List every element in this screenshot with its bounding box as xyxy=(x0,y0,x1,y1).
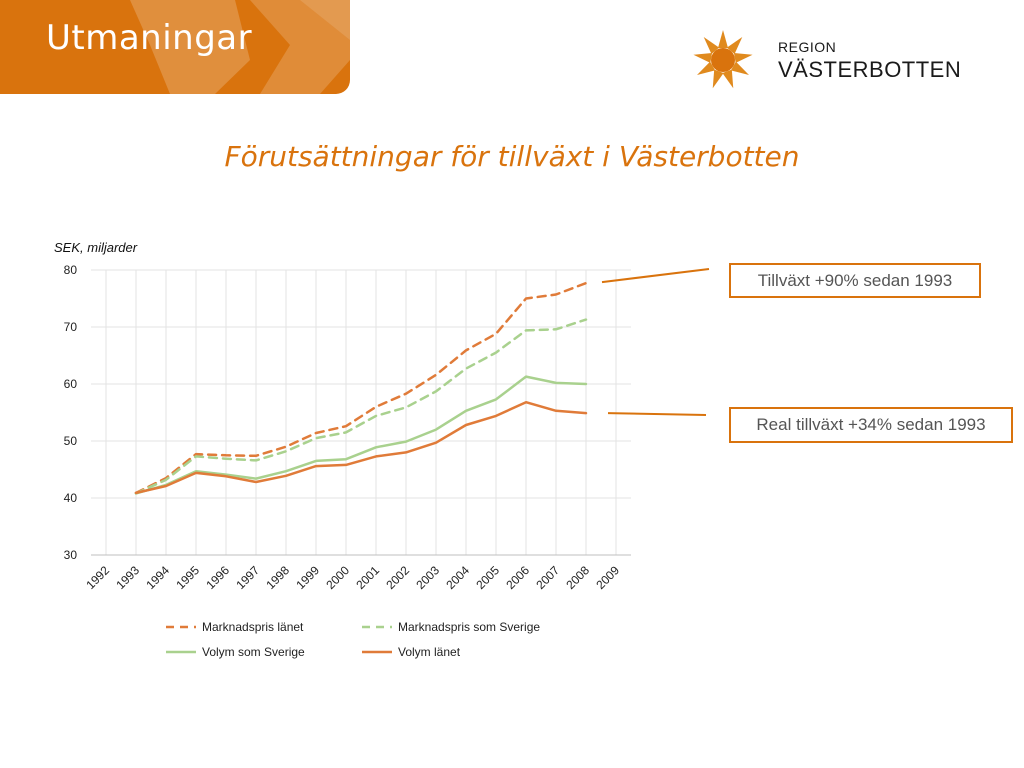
x-tick-label: 1996 xyxy=(203,563,232,592)
real-growth-callout-leader xyxy=(607,412,707,416)
series-line-volym-som-sverige xyxy=(134,375,588,495)
sun-logo-icon xyxy=(693,30,753,89)
y-tick-label: 80 xyxy=(64,263,78,277)
region-logo: REGION VÄSTERBOTTEN xyxy=(688,28,988,92)
legend-label: Marknadspris som Sverige xyxy=(398,620,540,634)
x-tick-label: 1992 xyxy=(83,563,112,592)
x-tick-label: 2007 xyxy=(533,563,562,592)
growth-callout: Tillväxt +90% sedan 1993 xyxy=(729,263,981,298)
logo-region-text: REGION xyxy=(778,39,837,55)
y-tick-label: 70 xyxy=(64,320,78,334)
x-tick-label: 2003 xyxy=(413,563,442,592)
x-tick-label: 2000 xyxy=(323,563,352,592)
logo-vasterbotten-text: VÄSTERBOTTEN xyxy=(778,57,962,82)
y-axis-label: SEK, miljarder xyxy=(54,240,138,255)
x-tick-label: 2006 xyxy=(503,563,532,592)
x-tick-label: 1993 xyxy=(113,563,142,592)
legend-label: Marknadspris länet xyxy=(202,620,304,634)
header-band: Utmaningar xyxy=(0,0,350,94)
y-tick-label: 50 xyxy=(64,434,78,448)
legend-label: Volym länet xyxy=(398,645,461,659)
x-tick-label: 1997 xyxy=(233,563,262,592)
x-tick-label: 1998 xyxy=(263,563,292,592)
y-tick-label: 30 xyxy=(64,548,78,562)
x-tick-label: 2002 xyxy=(383,563,412,592)
x-tick-label: 2009 xyxy=(593,563,622,592)
x-tick-label: 2001 xyxy=(353,563,382,592)
x-tick-label: 2008 xyxy=(563,563,592,592)
y-tick-label: 60 xyxy=(64,377,78,391)
page-title: Utmaningar xyxy=(46,18,253,58)
x-tick-label: 1995 xyxy=(173,563,202,592)
y-tick-label: 40 xyxy=(64,491,78,505)
legend-label: Volym som Sverige xyxy=(202,645,305,659)
x-tick-label: 2004 xyxy=(443,563,472,592)
x-tick-label: 1994 xyxy=(143,563,172,592)
x-tick-label: 2005 xyxy=(473,563,502,592)
series-line-volym-l-net xyxy=(134,400,588,495)
growth-callout-leader xyxy=(601,268,710,284)
series-line-marknadspris-l-net xyxy=(134,281,588,495)
x-tick-label: 1999 xyxy=(293,563,322,592)
series-line-marknadspris-som-sverige xyxy=(134,318,588,495)
header-decoration xyxy=(130,0,350,94)
slide-title: Förutsättningar för tillväxt i Västerbot… xyxy=(224,140,800,173)
real-growth-callout: Real tillväxt +34% sedan 1993 xyxy=(729,407,1013,443)
